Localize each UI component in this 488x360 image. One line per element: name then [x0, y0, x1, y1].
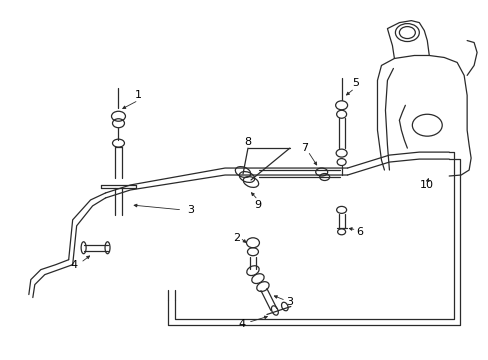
Text: 8: 8 — [244, 137, 251, 147]
Text: 3: 3 — [186, 205, 193, 215]
Text: 1: 1 — [135, 90, 142, 100]
Text: 7: 7 — [301, 143, 308, 153]
Text: 2: 2 — [233, 233, 240, 243]
Text: 4: 4 — [238, 319, 245, 329]
Text: 5: 5 — [351, 78, 358, 88]
Text: 3: 3 — [286, 297, 293, 306]
Text: 10: 10 — [419, 180, 433, 190]
Text: 9: 9 — [254, 200, 261, 210]
Text: 6: 6 — [355, 227, 362, 237]
Text: 4: 4 — [70, 260, 77, 270]
